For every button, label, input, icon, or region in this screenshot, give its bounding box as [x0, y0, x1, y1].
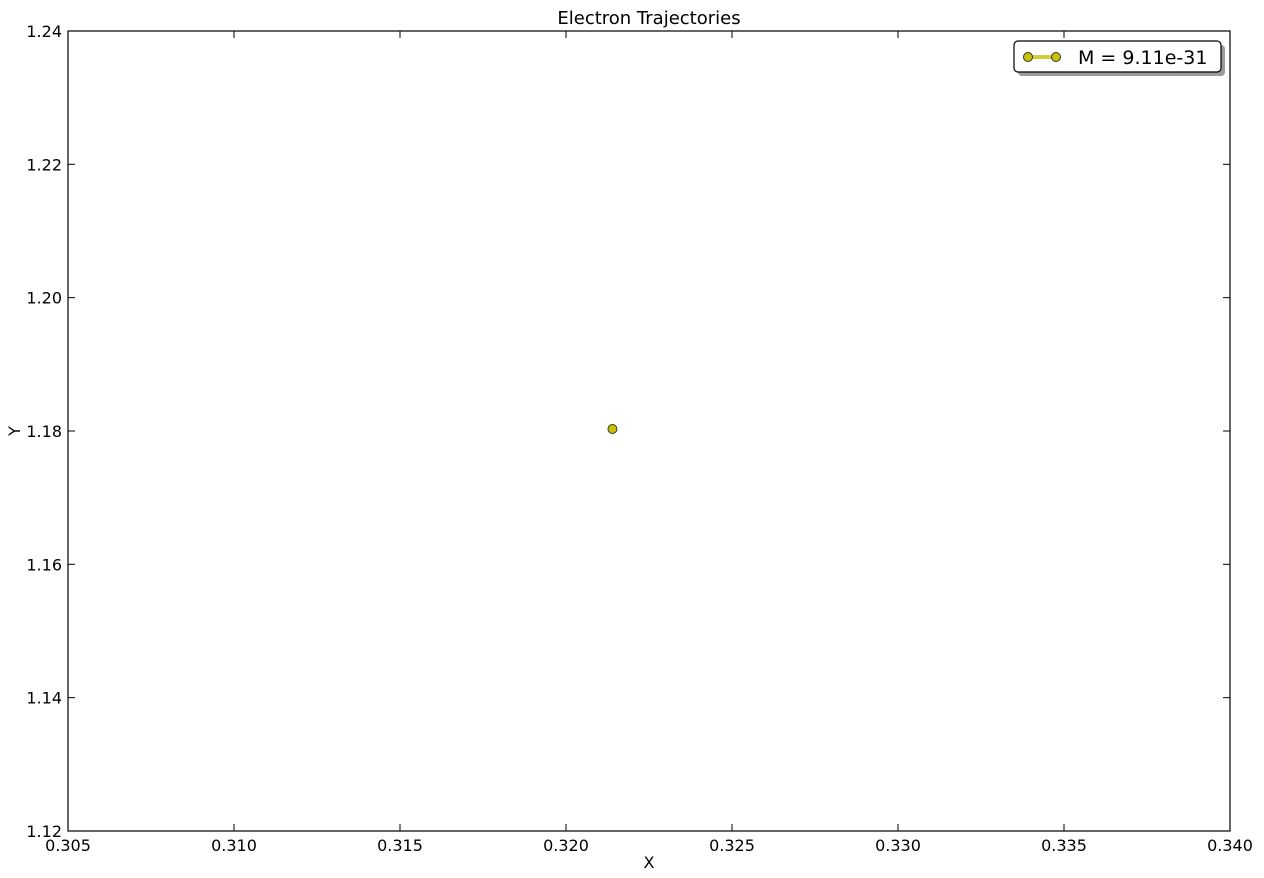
legend-marker	[1023, 52, 1033, 62]
x-axis-label: X	[644, 853, 655, 872]
data-layer	[607, 424, 618, 434]
x-tick-label: 0.320	[543, 836, 589, 855]
y-tick-label: 1.18	[26, 422, 62, 441]
y-tick-label: 1.14	[26, 689, 62, 708]
y-tick-label: 1.16	[26, 555, 62, 574]
y-tick-label: 1.20	[26, 289, 62, 308]
x-axis-ticks: 0.305 0.310 0.315 0.320 0.325 0.330 0.335 0.340	[45, 31, 1253, 855]
chart-title: Electron Trajectories	[557, 8, 740, 29]
y-tick-label: 1.24	[26, 22, 62, 41]
plot-frame	[67, 30, 1231, 832]
x-tick-label: 0.335	[1041, 836, 1087, 855]
y-tick-label: 1.22	[26, 155, 62, 174]
x-tick-label: 0.330	[875, 836, 921, 855]
x-tick-label: 0.315	[377, 836, 423, 855]
x-tick-label: 0.305	[45, 836, 91, 855]
x-tick-label: 0.325	[709, 836, 755, 855]
legend-marker	[1051, 52, 1061, 62]
y-tick-label: 1.12	[26, 822, 62, 841]
x-tick-label: 0.340	[1207, 836, 1253, 855]
legend-box	[1013, 40, 1222, 73]
x-tick-label: 0.310	[211, 836, 257, 855]
legend: M = 9.11e-31	[1013, 40, 1225, 76]
legend-label: M = 9.11e-31	[1078, 47, 1207, 69]
plot-area	[68, 31, 1230, 831]
y-axis-label: Y	[5, 426, 24, 437]
data-point	[607, 424, 618, 434]
